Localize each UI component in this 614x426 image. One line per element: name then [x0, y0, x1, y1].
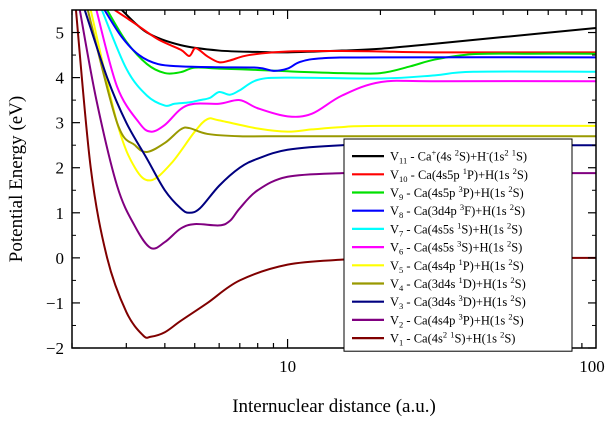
legend-label-v4: V4​ - Ca(3d4s 1​D)+H(1s 2​S) [390, 275, 526, 293]
y-tick-label: 1 [56, 204, 65, 223]
legend-label-v3: V3​ - Ca(3d4s 3​D)+H(1s 2​S) [390, 293, 526, 311]
y-tick-label: 2 [56, 159, 65, 178]
y-axis-title: Potential Energy (eV) [6, 96, 27, 262]
axis-ticks: −2 −1 0 1 2 3 4 5 10 100 [46, 9, 605, 376]
legend-label-v5: V5​ - Ca(4s4p 1​P)+H(1s 2​S) [390, 257, 524, 275]
legend-label-v11: V11​ - Ca+​(4s 2​S)+H-​(1s2​ 1​S) [390, 148, 527, 166]
legend-label-v1: V1​ - Ca(4s2​ 1​S)+H(1s 2​S) [390, 330, 515, 348]
series-line-v6 [95, 10, 596, 133]
x-tick-label: 10 [279, 357, 296, 376]
legend-label-v8: V8​ - Ca(3d4p 3​F)+H(1s 2​S) [390, 202, 525, 220]
legend-label-v9: V9​ - Ca(4s5p 3​P)+H(1s 2​S) [390, 184, 524, 202]
series-line-v7 [100, 10, 596, 107]
legend: V11​ - Ca+​(4s 2​S)+H-​(1s2​ 1​S)V10​ - … [343, 138, 573, 352]
y-tick-label: 4 [56, 69, 65, 88]
series-line-v4 [86, 10, 596, 153]
y-tick-label: 0 [56, 249, 65, 268]
legend-label-v7: V7​ - Ca(4s5s 1​S)+H(1s 2​S) [390, 220, 522, 238]
legend-label-v10: V10​ - Ca(4s5p 1​P)+H(1s 2​S) [390, 166, 528, 184]
series-line-v11 [121, 10, 596, 54]
x-axis-title: Internuclear distance (a.u.) [232, 396, 436, 417]
series-line-v5 [89, 10, 596, 182]
series-line-v10 [114, 10, 596, 64]
series-line-v8 [103, 10, 596, 72]
chart-curves [74, 10, 596, 339]
y-tick-label: −2 [46, 339, 64, 358]
y-tick-label: 5 [56, 24, 65, 43]
legend-label-v2: V2​ - Ca(4s4p 3​P)+H(1s 2​S) [390, 311, 524, 329]
y-tick-label: 3 [56, 114, 65, 133]
x-tick-label: 100 [579, 357, 605, 376]
plot-frame [71, 9, 597, 349]
legend-label-v6: V6​ - Ca(4s5s 3​S)+H(1s 2​S) [390, 239, 522, 257]
series-line-v2 [78, 10, 596, 250]
series-line-v9 [106, 10, 596, 75]
y-tick-label: −1 [46, 294, 64, 313]
